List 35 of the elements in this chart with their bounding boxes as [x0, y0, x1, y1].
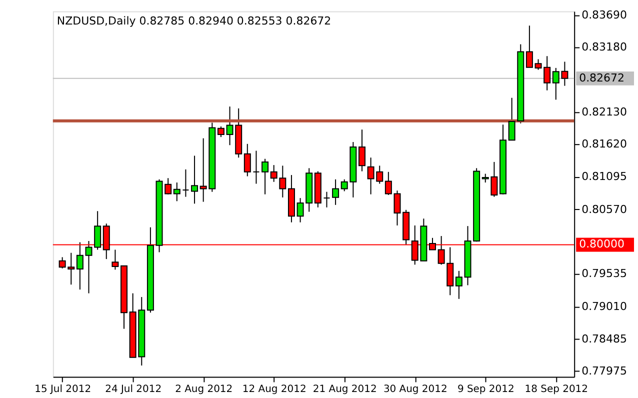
- candlestick: [173, 182, 180, 202]
- y-tick-label: 0.79010: [582, 300, 627, 313]
- x-tick-label: 9 Sep 2012: [457, 384, 514, 396]
- candlestick: [262, 158, 269, 195]
- y-tick-label: 0.78485: [582, 332, 627, 346]
- y-tick-label: 0.83180: [582, 40, 627, 54]
- x-tick-label: 24 Jul 2012: [105, 384, 162, 396]
- candlestick: [332, 178, 340, 206]
- candlestick: [76, 242, 84, 290]
- ref-line-label: 0.82672: [579, 71, 624, 84]
- y-tick-label: 0.77975: [582, 364, 627, 378]
- candlestick: [323, 191, 330, 208]
- x-tick-label: 12 Aug 2012: [242, 384, 306, 396]
- y-tick-label: 0.81095: [582, 170, 627, 184]
- y-tick-label: 0.79535: [582, 267, 627, 280]
- y-tick-label: 0.81620: [582, 137, 627, 150]
- candlestick: [455, 270, 462, 300]
- chart-title: NZDUSD,Daily 0.82785 0.82940 0.82553 0.82672: [56, 14, 332, 28]
- y-tick-label: 0.83690: [582, 8, 627, 22]
- candlestick: [526, 25, 533, 68]
- x-tick-label: 18 Sep 2012: [524, 384, 588, 396]
- x-tick-label: 15 Jul 2012: [34, 384, 92, 396]
- candlestick: [358, 129, 366, 172]
- x-tick-label: 21 Aug 2012: [312, 384, 377, 396]
- x-tick-label: 2 Aug 2012: [175, 384, 233, 396]
- ref-line-label: 0.80000: [579, 238, 624, 251]
- candlestick: [182, 168, 190, 198]
- candlestick: [191, 155, 198, 204]
- candlestick: [112, 249, 119, 270]
- y-tick-label: 0.82130: [582, 106, 627, 119]
- candlestick: [252, 150, 260, 184]
- y-tick-label: 0.80570: [582, 202, 627, 216]
- x-tick-label: 30 Aug 2012: [383, 384, 448, 396]
- candlestick: [217, 126, 224, 138]
- candlestick: [244, 143, 251, 177]
